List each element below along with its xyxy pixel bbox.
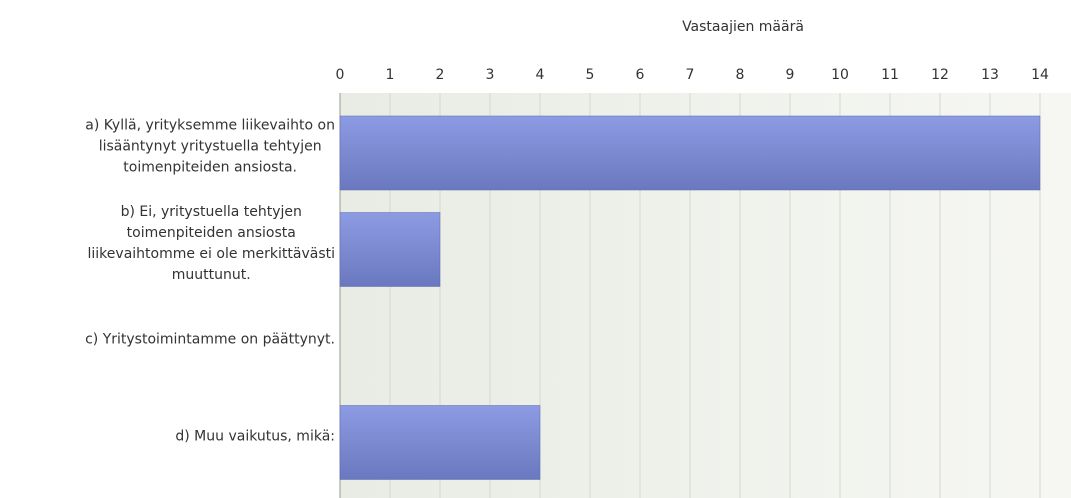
category-label: c) Yritystoimintamme on päättynyt. — [85, 330, 335, 351]
category-label: a) Kyllä, yrityksemme liikevaihto on lisä… — [85, 116, 335, 179]
bar — [339, 115, 1041, 191]
category-label-line: liikevaihtomme ei ole merkittävästi — [87, 245, 335, 262]
category-label-line: lisääntynyt yritystuella tehtyjen — [98, 138, 322, 155]
category-label-line: toimenpiteiden ansiosta — [126, 224, 296, 241]
x-tick-label: 6 — [636, 67, 645, 83]
category-label-line: b) Ei, yritystuella tehtyjen — [120, 203, 302, 220]
category-label-line: toimenpiteiden ansiosta. — [123, 159, 297, 176]
x-tick-label: 12 — [931, 67, 949, 83]
x-tick-label: 2 — [436, 67, 445, 83]
x-tick-label: 3 — [486, 67, 495, 83]
x-tick-label: 4 — [536, 67, 545, 83]
category-label-line: d) Muu vaikutus, mikä: — [175, 428, 335, 445]
x-tick-label: 7 — [686, 67, 695, 83]
category-label: d) Muu vaikutus, mikä: — [175, 426, 335, 447]
x-tick-label: 9 — [786, 67, 795, 83]
x-tick-label: 11 — [881, 67, 899, 83]
axis-title: Vastaajien määrä — [682, 19, 804, 35]
x-tick-label: 8 — [736, 67, 745, 83]
x-tick-label: 14 — [1031, 67, 1049, 83]
category-label-line: c) Yritystoimintamme on päättynyt. — [85, 331, 335, 348]
category-label-line: muuttunut. — [171, 266, 251, 283]
x-tick-label: 13 — [981, 67, 999, 83]
bar — [339, 405, 541, 480]
category-label-line: a) Kyllä, yrityksemme liikevaihto on — [85, 117, 335, 134]
bar — [339, 212, 441, 287]
x-tick-label: 5 — [586, 67, 595, 83]
category-label: b) Ei, yritystuella tehtyjen toimenpiteid… — [88, 202, 335, 286]
x-tick-label: 10 — [831, 67, 849, 83]
x-tick-label: 1 — [386, 67, 395, 83]
x-tick-label: 0 — [336, 67, 345, 83]
